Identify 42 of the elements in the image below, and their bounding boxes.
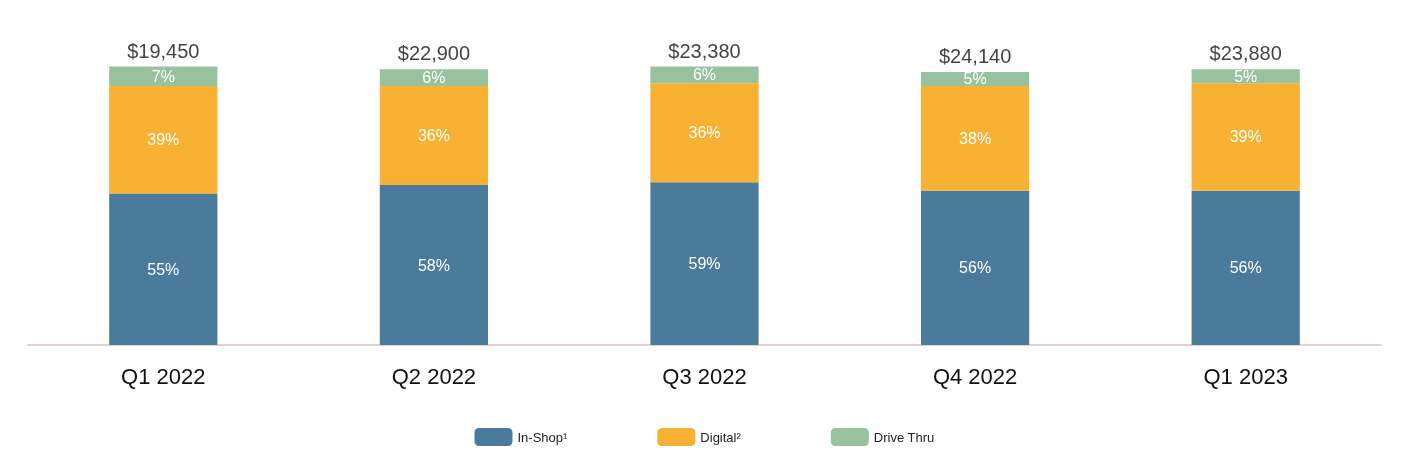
data-label: 36% bbox=[688, 124, 721, 142]
x-tick-label: Q4 2022 bbox=[932, 363, 1018, 389]
data-label: 7% bbox=[151, 67, 175, 85]
data-label: 6% bbox=[692, 66, 717, 84]
bar bbox=[379, 69, 489, 86]
legend-label: Drive Thru bbox=[873, 429, 935, 445]
x-tick-label: Q1 2023 bbox=[1203, 363, 1288, 389]
bar bbox=[920, 85, 1030, 191]
data-label: 59% bbox=[688, 255, 721, 273]
legend-label: In-Shop¹ bbox=[517, 429, 569, 445]
x-tick-label: Q1 2022 bbox=[121, 363, 206, 389]
data-label: 55% bbox=[147, 260, 180, 278]
bar bbox=[109, 193, 218, 345]
data-label: 38% bbox=[959, 129, 992, 147]
annotation: $19,450 bbox=[127, 39, 200, 62]
bar bbox=[1191, 190, 1300, 345]
data-label: 58% bbox=[417, 256, 450, 274]
x-tick-label: Q2 2022 bbox=[391, 363, 477, 389]
bar bbox=[920, 72, 1030, 86]
annotation: $23,880 bbox=[1209, 42, 1282, 65]
data-label: 56% bbox=[1229, 259, 1262, 277]
bar bbox=[109, 66, 218, 86]
data-label: 6% bbox=[422, 69, 446, 87]
data-label: 39% bbox=[1229, 128, 1262, 146]
annotation: $23,380 bbox=[668, 39, 741, 62]
x-tick-label: Q3 2022 bbox=[662, 363, 747, 389]
legend-label: Digital² bbox=[700, 429, 742, 445]
bar bbox=[1191, 83, 1300, 191]
bar bbox=[650, 83, 759, 183]
bar bbox=[650, 182, 759, 345]
bar bbox=[379, 185, 489, 345]
data-label: 36% bbox=[417, 127, 450, 144]
bar bbox=[1191, 69, 1300, 84]
data-label: 56% bbox=[959, 259, 992, 277]
data-label: 5% bbox=[963, 70, 987, 88]
data-label: 5% bbox=[1234, 67, 1258, 85]
annotation: $24,140 bbox=[938, 45, 1012, 68]
bar bbox=[920, 190, 1030, 345]
data-label: 39% bbox=[147, 131, 180, 149]
annotation: $22,900 bbox=[397, 42, 471, 65]
bar bbox=[109, 85, 218, 194]
bar bbox=[379, 85, 489, 186]
